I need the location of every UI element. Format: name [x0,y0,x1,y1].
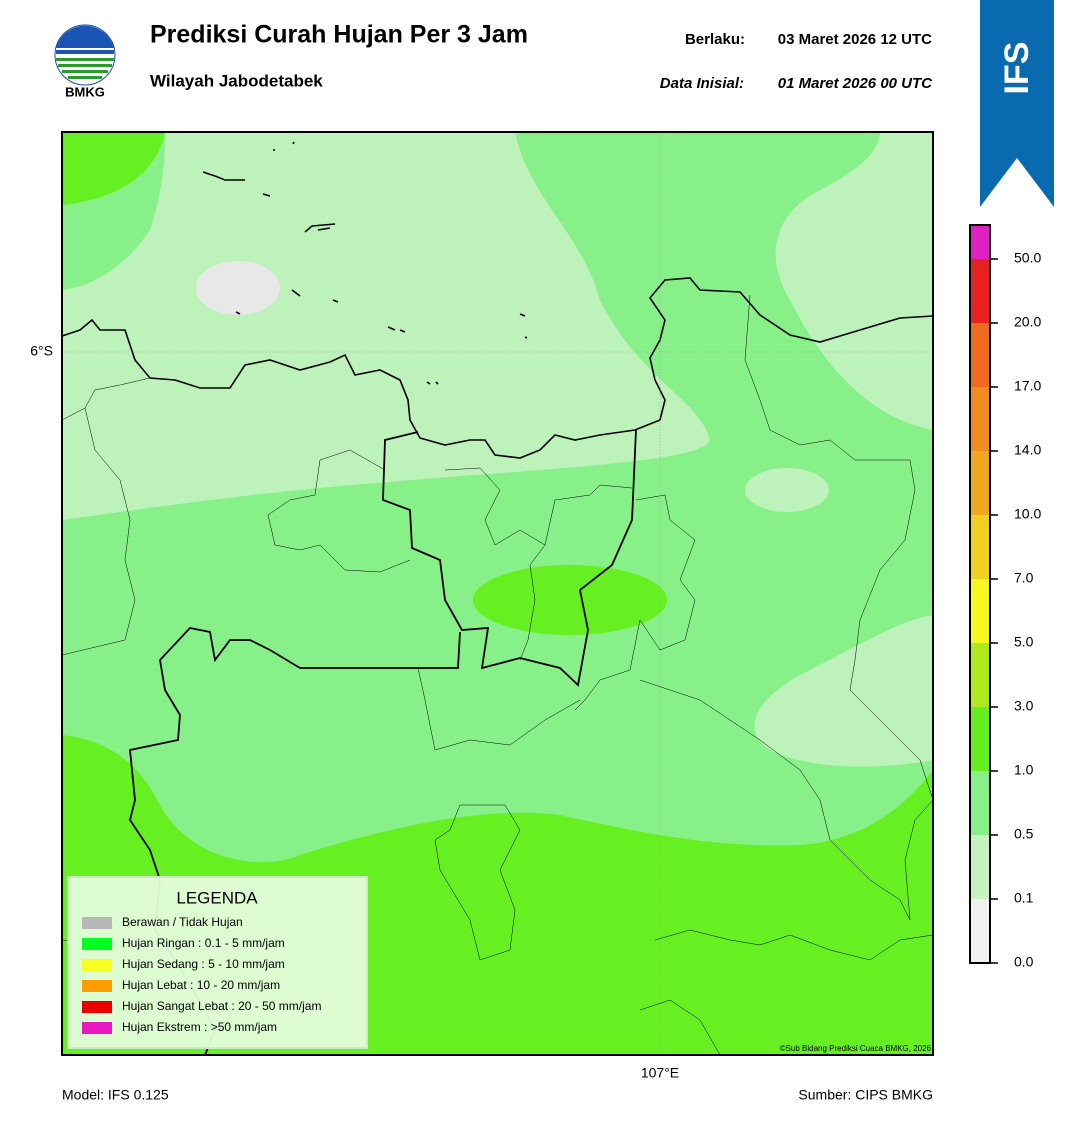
colorbar-segment [970,387,990,451]
legend-swatch [82,938,112,950]
colorbar-tick-label: 17.0 [1014,378,1041,394]
colorbar-tick-label: 50.0 [1014,250,1041,266]
legend-label: Hujan Sedang : 5 - 10 mm/jam [122,957,285,971]
legend: LEGENDA Berawan / Tidak Hujan Hujan Ringa… [67,876,368,1049]
footer-model: Model: IFS 0.125 [62,1087,169,1103]
legend-label: Hujan Ekstrem : >50 mm/jam [122,1020,277,1034]
logo [54,24,116,86]
legend-label: Hujan Sangat Lebat : 20 - 50 mm/jam [122,999,321,1013]
colorbar-tick-label: 3.0 [1014,698,1034,714]
legend-label: Hujan Ringan : 0.1 - 5 mm/jam [122,936,285,950]
legend-label: Berawan / Tidak Hujan [122,915,243,929]
legend-swatch [82,917,112,929]
colorbar: 0.0 0.1 0.5 1.0 3.0 5.0 7.0 10.0 14.0 17.0 20.0 50.… [969,224,1041,970]
legend-title: LEGENDA [176,888,258,907]
subtitle: Wilayah Jabodetabek [150,71,323,90]
colorbar-segment [970,451,990,515]
colorbar-segment [970,643,990,707]
colorbar-tick-label: 0.1 [1014,890,1034,906]
colorbar-tick-label: 0.5 [1014,826,1034,842]
colorbar-segment [970,707,990,771]
lon-label: 107°E [641,1065,679,1081]
lat-label: 6°S [30,343,53,359]
init-time: 01 Maret 2026 00 UTC [778,75,933,92]
map-frame [61,131,934,1056]
colorbar-tick-label: 5.0 [1014,634,1034,650]
colorbar-segment [970,579,990,643]
init-label: Data Inisial: [660,75,744,92]
legend-label: Hujan Lebat : 10 - 20 mm/jam [122,978,280,992]
legend-swatch [82,1022,112,1034]
title: Prediksi Curah Hujan Per 3 Jam [150,21,528,49]
colorbar-segment [970,259,990,323]
valid-time: 03 Maret 2026 12 UTC [778,31,932,48]
badge-text: IFS [998,42,1036,95]
legend-swatch [82,1001,112,1013]
colorbar-tick-label: 14.0 [1014,442,1041,458]
colorbar-tick-label: 1.0 [1014,762,1034,778]
colorbar-tick-label: 0.0 [1014,954,1034,970]
colorbar-frame [969,224,991,964]
legend-swatch [82,959,112,971]
badge [980,0,1054,207]
logo-text: BMKG [65,84,105,99]
colorbar-segment [970,323,990,387]
footer-source: Sumber: CIPS BMKG [798,1087,933,1103]
colorbar-segment [970,771,990,835]
colorbar-tick-label: 20.0 [1014,314,1041,330]
colorbar-segment [970,225,990,259]
valid-label: Berlaku: [685,31,745,48]
colorbar-segment [970,515,990,579]
credit: ©Sub Bidang Prediksi Cuaca BMKG, 2026 [780,1044,932,1053]
colorbar-tick-label: 7.0 [1014,570,1034,586]
colorbar-tick-label: 10.0 [1014,506,1041,522]
legend-swatch [82,980,112,992]
colorbar-segment [970,835,990,899]
colorbar-segment [970,899,990,963]
